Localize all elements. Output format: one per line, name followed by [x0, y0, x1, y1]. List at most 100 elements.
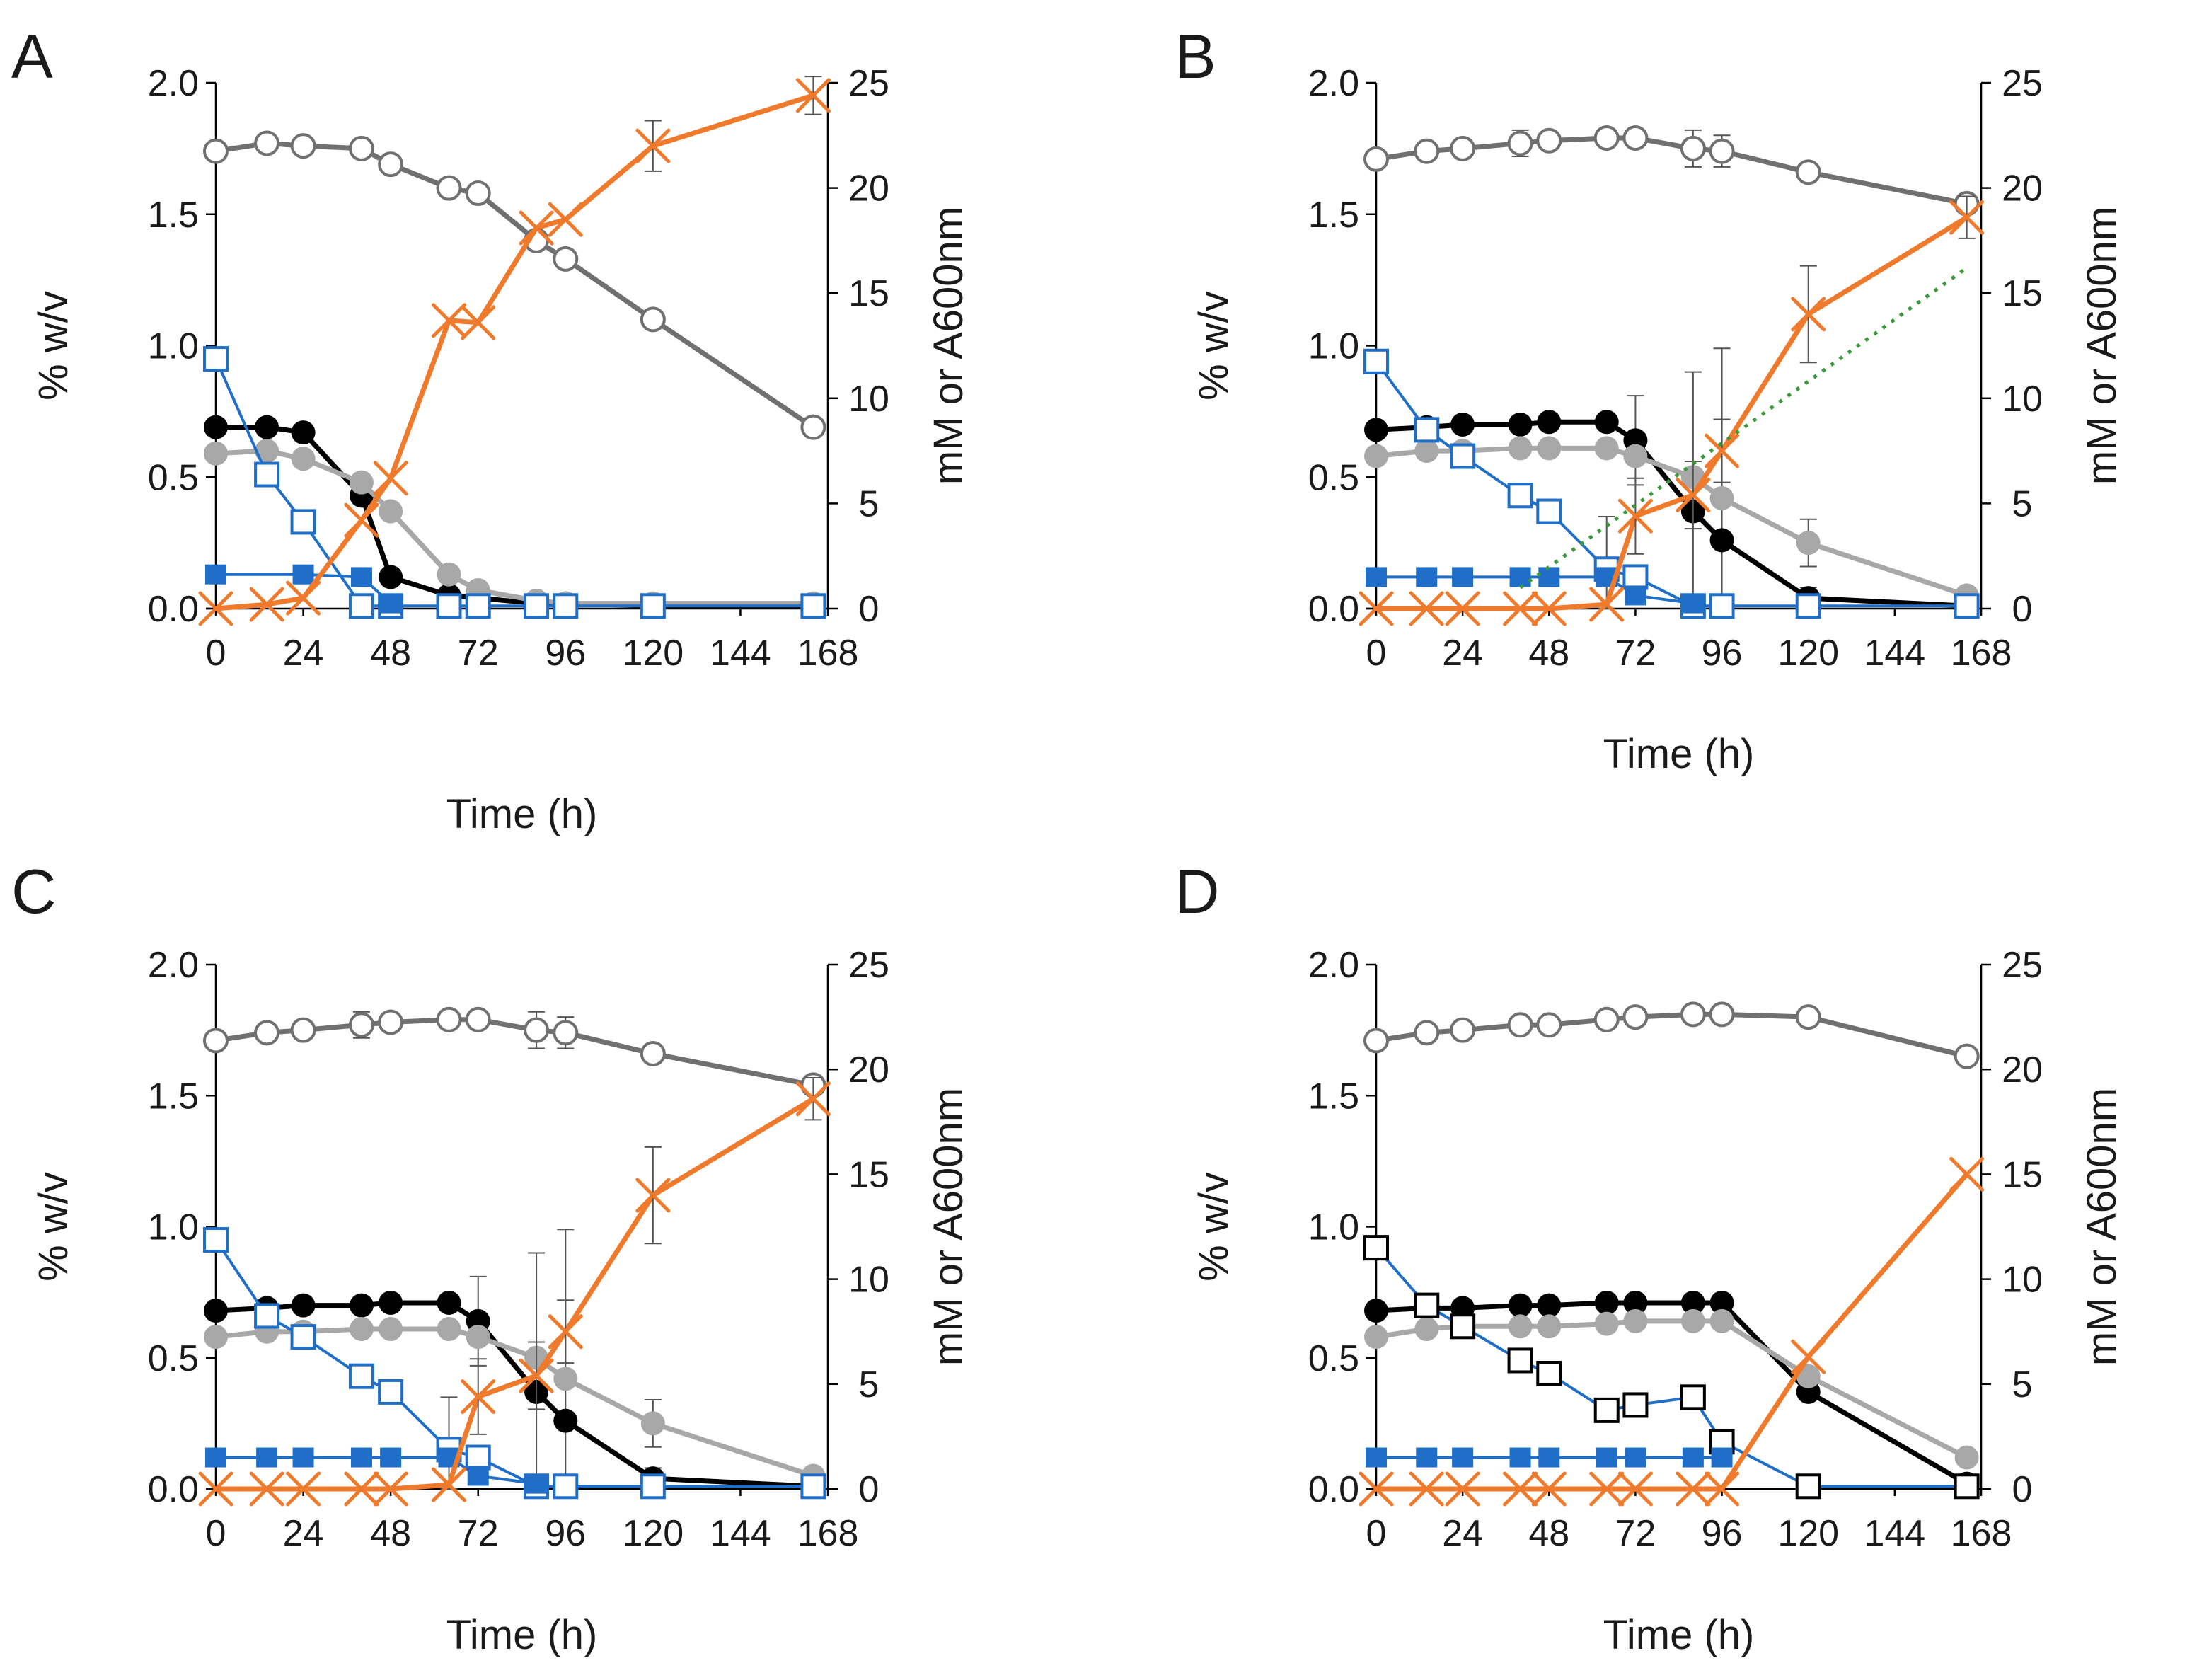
data-point-open-circle — [348, 1012, 374, 1038]
right-y-axis-title: mM or A600nm — [2079, 207, 2125, 485]
series-line — [1375, 1318, 1968, 1460]
data-point-filled-circle — [437, 562, 461, 587]
data-point-filled-square — [1711, 1447, 1733, 1468]
data-point-open-square — [1709, 593, 1735, 619]
x-tick-label: 72 — [1615, 1513, 1656, 1554]
data-point-open-square — [1363, 348, 1389, 374]
data-point-cross — [519, 210, 554, 246]
data-point-filled-circle — [1594, 1290, 1619, 1315]
chart-panel-d: D 0.0 0.5 1.0 1.5 2.0 0 5 10 15 20 25 0 24 48 72 96 120 1… — [1175, 856, 2125, 1658]
data-point-cross — [548, 1314, 583, 1350]
data-point-filled-circle — [1364, 1299, 1388, 1323]
data-point-filled-circle — [291, 420, 316, 445]
data-point-open-circle — [436, 175, 462, 201]
data-point-open-circle — [800, 414, 826, 440]
data-point-open-square — [1795, 1473, 1821, 1500]
right-y-tick-label: 0 — [2012, 589, 2033, 630]
data-point-filled-circle — [1537, 1293, 1562, 1318]
data-point-open-circle — [1414, 138, 1440, 164]
x-tick-label: 96 — [545, 1513, 586, 1554]
data-point-open-circle — [1363, 1028, 1389, 1054]
left-y-tick-label: 1.0 — [148, 326, 199, 367]
data-point-open-circle — [378, 1009, 404, 1035]
data-point-cross — [249, 1471, 284, 1507]
data-point-open-square — [436, 593, 462, 619]
right-y-tick-label: 20 — [2002, 168, 2043, 209]
data-point-filled-circle — [255, 415, 279, 439]
right-y-tick-label: 25 — [848, 945, 889, 986]
x-tick-label: 48 — [370, 1513, 411, 1554]
x-tick-label: 168 — [797, 1513, 859, 1554]
data-point-filled-square — [292, 564, 314, 585]
data-point-open-square — [290, 509, 316, 535]
data-point-filled-circle — [1508, 412, 1533, 437]
data-point-filled-square — [205, 564, 226, 585]
data-point-filled-square — [205, 1447, 226, 1468]
data-point-cross — [373, 1471, 408, 1507]
right-y-tick-label: 10 — [848, 1260, 889, 1301]
x-axis-title: Time (h) — [1603, 731, 1755, 777]
x-tick-label: 144 — [710, 633, 771, 674]
data-point-open-square — [800, 1473, 826, 1500]
series-open-circle-grey — [203, 1006, 826, 1098]
data-point-filled-circle — [1594, 410, 1619, 435]
right-y-tick-label: 10 — [2002, 1260, 2043, 1301]
right-y-tick-label: 20 — [848, 168, 889, 209]
data-point-cross — [198, 1471, 233, 1507]
data-point-filled-circle — [1364, 418, 1388, 442]
data-point-open-square — [203, 346, 229, 372]
left-y-tick-label: 2.0 — [1308, 945, 1359, 986]
data-point-open-circle — [1680, 135, 1706, 161]
data-point-open-square — [1450, 1313, 1476, 1340]
data-point-cross — [1617, 1471, 1653, 1507]
x-tick-label: 0 — [206, 633, 226, 674]
data-point-open-square — [1622, 1392, 1649, 1418]
left-y-tick-label: 0.5 — [1308, 457, 1359, 498]
left-y-tick-label: 0.5 — [148, 457, 199, 498]
x-tick-label: 72 — [458, 1513, 499, 1554]
data-point-cross — [1503, 1471, 1538, 1507]
data-point-open-square — [203, 1227, 229, 1253]
data-point-cross — [344, 1471, 379, 1507]
right-y-tick-label: 10 — [848, 379, 889, 420]
data-point-open-circle — [465, 180, 491, 207]
data-point-filled-circle — [379, 1290, 403, 1315]
data-point-filled-square — [380, 1447, 402, 1468]
data-point-filled-circle — [1594, 436, 1619, 461]
data-point-open-circle — [254, 130, 280, 156]
data-point-filled-square — [1538, 567, 1560, 587]
data-point-open-circle — [1954, 1043, 1980, 1069]
left-y-tick-label: 1.5 — [1308, 195, 1359, 236]
data-point-open-circle — [203, 1028, 229, 1054]
x-tick-label: 24 — [1442, 1513, 1483, 1554]
data-point-open-circle — [1507, 130, 1533, 156]
data-point-filled-circle — [1537, 410, 1562, 435]
data-point-filled-circle — [1414, 1316, 1439, 1341]
data-point-filled-circle — [1709, 528, 1734, 553]
data-point-open-circle — [1622, 125, 1649, 151]
chart-panel-c: C 0.0 0.5 1.0 1.5 2.0 0 5 10 15 20 25 0 24 48 72 96 120 1… — [11, 856, 971, 1658]
data-point-filled-square — [380, 593, 402, 614]
data-point-filled-square — [1416, 567, 1438, 587]
right-y-tick-label: 5 — [859, 483, 879, 524]
series-cross-orange — [198, 76, 831, 626]
data-point-filled-square — [1452, 1447, 1474, 1468]
data-point-filled-circle — [1508, 1314, 1533, 1339]
data-point-cross — [1589, 1471, 1625, 1507]
data-point-cross — [1359, 1471, 1394, 1507]
x-tick-label: 96 — [1702, 633, 1743, 674]
right-y-axis-title: mM or A600nm — [925, 1088, 971, 1366]
series-open-circle-grey — [203, 130, 826, 440]
right-y-tick-label: 0 — [2012, 1469, 2033, 1510]
panel-label: A — [11, 21, 53, 91]
data-point-filled-square — [1538, 1447, 1560, 1468]
right-y-tick-label: 10 — [2002, 379, 2043, 420]
data-point-filled-square — [350, 567, 372, 587]
data-point-filled-square — [1509, 567, 1531, 587]
data-point-filled-circle — [640, 1411, 665, 1436]
x-tick-label: 0 — [206, 1513, 226, 1554]
data-point-open-circle — [1450, 135, 1476, 161]
right-y-tick-label: 20 — [2002, 1049, 2043, 1091]
left-y-tick-label: 0.0 — [148, 589, 199, 630]
left-y-axis-title: % w/v — [1191, 1172, 1237, 1282]
